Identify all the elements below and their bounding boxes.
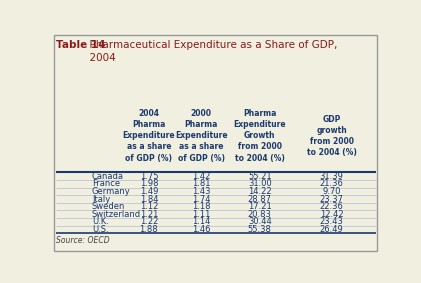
Text: 9.70: 9.70 <box>322 187 341 196</box>
Text: 1.46: 1.46 <box>192 225 210 234</box>
Text: 21.36: 21.36 <box>320 179 344 188</box>
Text: France: France <box>92 179 120 188</box>
Text: 1.84: 1.84 <box>140 194 158 203</box>
Text: 1.75: 1.75 <box>140 172 158 181</box>
Text: Source: OECD: Source: OECD <box>56 236 109 245</box>
Text: 20.83: 20.83 <box>248 210 272 219</box>
Text: 14.22: 14.22 <box>248 187 272 196</box>
Text: Canada: Canada <box>92 172 124 181</box>
Text: 55.38: 55.38 <box>248 225 272 234</box>
Text: 30.44: 30.44 <box>248 217 272 226</box>
Text: 1.42: 1.42 <box>192 172 210 181</box>
Text: 28.87: 28.87 <box>248 194 272 203</box>
Text: Italy: Italy <box>92 194 110 203</box>
Text: 1.49: 1.49 <box>140 187 158 196</box>
Text: Sweden: Sweden <box>92 202 125 211</box>
Text: 26.49: 26.49 <box>320 225 344 234</box>
Text: 1.14: 1.14 <box>192 217 210 226</box>
Text: 12.42: 12.42 <box>320 210 344 219</box>
Text: Table 14: Table 14 <box>56 40 105 50</box>
Text: 1.18: 1.18 <box>192 202 210 211</box>
Text: 1.81: 1.81 <box>192 179 210 188</box>
Text: 23.43: 23.43 <box>320 217 344 226</box>
Text: 1.22: 1.22 <box>140 217 158 226</box>
Text: 2000
Pharma
Expenditure
as a share
of GDP (%): 2000 Pharma Expenditure as a share of GD… <box>175 109 227 162</box>
Text: 31.39: 31.39 <box>320 172 344 181</box>
Text: GDP
growth
from 2000
to 2004 (%): GDP growth from 2000 to 2004 (%) <box>306 115 357 157</box>
Text: U.S.: U.S. <box>92 225 108 234</box>
Text: Pharma
Expenditure
Growth
from 2000
to 2004 (%): Pharma Expenditure Growth from 2000 to 2… <box>234 109 286 162</box>
Text: 1.12: 1.12 <box>140 202 158 211</box>
Text: 55.21: 55.21 <box>248 172 272 181</box>
Text: 1.21: 1.21 <box>140 210 158 219</box>
Text: 17.21: 17.21 <box>248 202 272 211</box>
Text: 2004
Pharma
Expenditure
as a share
of GDP (%): 2004 Pharma Expenditure as a share of GD… <box>123 109 175 162</box>
Text: 1.98: 1.98 <box>140 179 158 188</box>
Text: 1.43: 1.43 <box>192 187 210 196</box>
Text: 1.74: 1.74 <box>192 194 210 203</box>
Text: U.K.: U.K. <box>92 217 109 226</box>
Text: 22.36: 22.36 <box>320 202 344 211</box>
Text: 31.00: 31.00 <box>248 179 272 188</box>
Text: Germany: Germany <box>92 187 131 196</box>
Text: 23.37: 23.37 <box>320 194 344 203</box>
Text: 1.88: 1.88 <box>140 225 158 234</box>
Text: Switzerland: Switzerland <box>92 210 141 219</box>
Text: Pharmaceutical Expenditure as a Share of GDP,
  2004: Pharmaceutical Expenditure as a Share of… <box>83 40 337 63</box>
Text: 1.11: 1.11 <box>192 210 210 219</box>
